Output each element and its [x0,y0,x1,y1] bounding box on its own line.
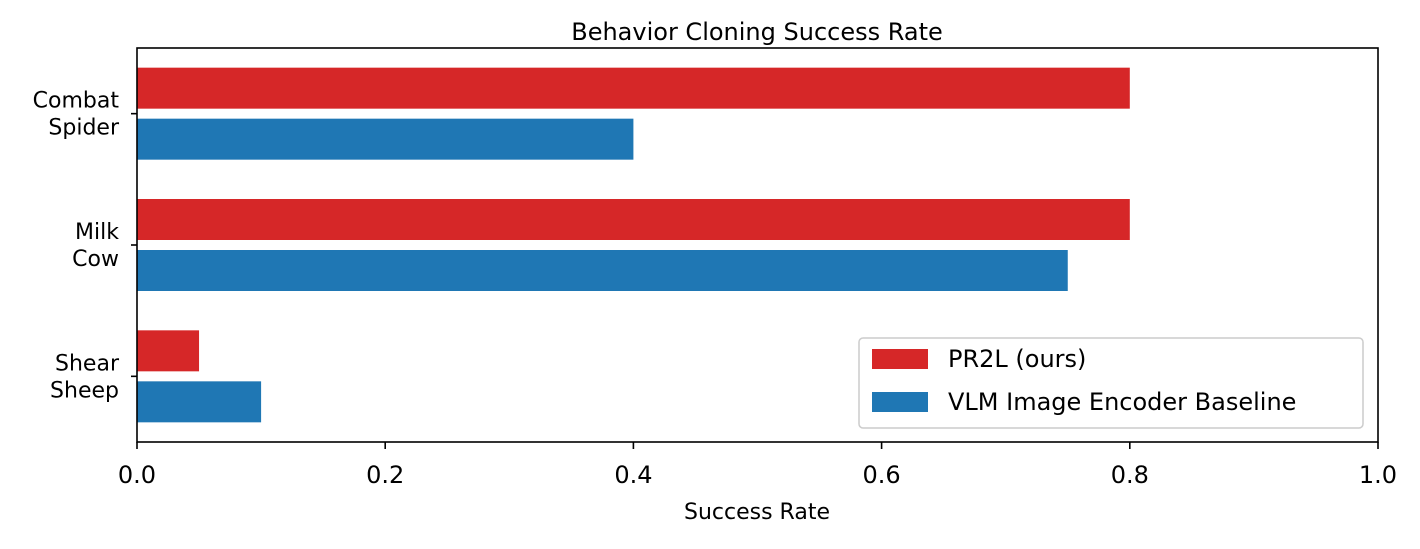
x-axis-ticks: 0.0 0.2 0.4 0.6 0.8 1.0 [118,442,1397,489]
bar-vlm-image-encoder-baseline-milk-cow [137,250,1068,291]
x-tick-label-1-0: 1.0 [1359,461,1397,489]
y-tick-label-combat-spider: Combat Spider [33,89,120,141]
x-tick-label-0-4: 0.4 [614,461,652,489]
legend: PR2L (ours) VLM Image Encoder Baseline [858,337,1364,429]
legend-box [858,337,1364,429]
bar-pr2l-ours-shear-sheep [137,330,200,372]
legend-swatch-pr2l [872,349,928,369]
legend-label-pr2l: PR2L (ours) [948,345,1086,373]
x-tick-label-0-0: 0.0 [118,461,156,489]
bar-pr2l-ours-milk-cow [137,199,1130,240]
legend-label-baseline: VLM Image Encoder Baseline [948,388,1296,416]
y-axis-ticks: Combat Spider Milk Cow Shear Sheep [33,89,137,403]
bar-vlm-image-encoder-baseline-shear-sheep [137,381,262,423]
x-axis-label: Success Rate [684,500,830,525]
y-tick-label-milk-cow: Milk Cow [72,220,119,272]
x-tick-label-0-8: 0.8 [1111,461,1149,489]
x-tick-label-0-6: 0.6 [863,461,901,489]
bar-pr2l-ours-combat-spider [137,67,1130,109]
bar-vlm-image-encoder-baseline-combat-spider [137,118,634,160]
x-tick-label-0-2: 0.2 [366,461,404,489]
legend-swatch-baseline [872,392,928,412]
bars-layer [137,67,1130,423]
y-tick-label-shear-sheep: Shear Sheep [50,351,120,403]
chart-title: Behavior Cloning Success Rate [571,18,943,46]
plot-frame [136,47,1379,443]
